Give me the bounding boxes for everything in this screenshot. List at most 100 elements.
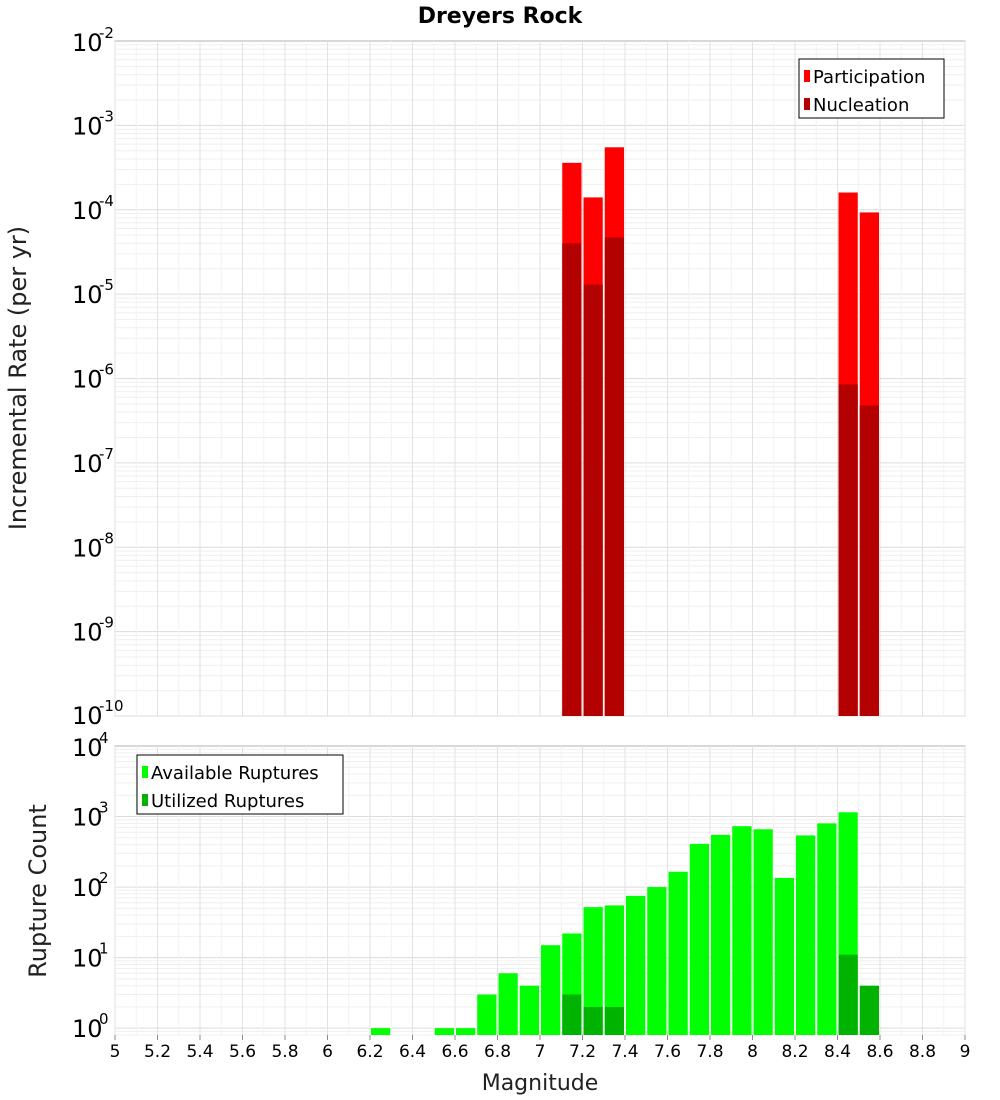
count-bar-utilized-ruptures [859, 985, 879, 1035]
rate-y-tick-label: 10-2 [72, 24, 114, 57]
count-bar-available-ruptures [732, 826, 752, 1035]
rate-bar-nucleation [583, 284, 603, 716]
rate-bar-nucleation [859, 405, 879, 716]
count-x-tick-label: 5.8 [271, 1042, 298, 1062]
rate-y-tick-base: 10 [72, 281, 103, 309]
count-y-tick-label: 102 [72, 869, 109, 902]
count-x-tick-label: 7.2 [569, 1042, 596, 1062]
count-x-tick-label: 5 [110, 1042, 121, 1062]
count-y-tick-base: 10 [72, 734, 103, 762]
rate-y-tick-exp: -10 [99, 697, 124, 715]
rate-legend-swatch [804, 70, 810, 82]
count-y-tick-exp: 4 [99, 729, 109, 747]
count-legend-label: Available Ruptures [151, 763, 319, 784]
rate-bars [562, 147, 879, 717]
count-bar-available-ruptures [774, 877, 794, 1035]
count-x-ticks: 5 5.2 5.4 5.6 5.8 6 6.2 6.4 6.6 6.8 7 7.2 7.4 7.6 7.8 8… [110, 1035, 971, 1062]
count-bar-available-ruptures [753, 829, 773, 1035]
count-bar-available-ruptures [456, 1028, 476, 1035]
x-axis-label: Magnitude [482, 1071, 599, 1096]
count-y-tick-label: 100 [72, 1010, 109, 1043]
count-y-tick-exp: 3 [99, 799, 109, 817]
count-legend-label: Utilized Ruptures [151, 791, 304, 812]
count-bars [371, 812, 879, 1035]
rate-bar-nucleation [562, 243, 582, 717]
rate-y-tick-exp: -8 [99, 529, 114, 547]
rate-y-tick-base: 10 [72, 366, 103, 394]
rate-y-ticks: 10-210-310-410-510-610-710-810-910-10 [72, 24, 124, 730]
rate-y-tick-label: 10-8 [72, 529, 114, 562]
rate-y-tick-exp: -5 [99, 276, 114, 294]
count-x-tick-label: 7.4 [611, 1042, 638, 1062]
chart-title: Dreyers Rock [418, 4, 584, 29]
count-y-tick-exp: 2 [99, 869, 109, 887]
rate-legend-box [798, 58, 945, 119]
count-x-tick-label: 6.8 [484, 1042, 511, 1062]
count-bar-available-ruptures [371, 1028, 391, 1035]
count-bar-available-ruptures [604, 905, 624, 1035]
count-legend: Available Ruptures Utilized Ruptures [136, 754, 344, 815]
count-x-tick-label: 6.2 [356, 1042, 383, 1062]
rate-y-tick-exp: -4 [99, 192, 114, 210]
count-bar-available-ruptures [711, 834, 731, 1035]
count-x-tick-label: 5.2 [144, 1042, 171, 1062]
count-y-tick-base: 10 [72, 945, 103, 973]
count-bar-available-ruptures [817, 823, 837, 1035]
rate-y-tick-label: 10-10 [72, 697, 124, 730]
count-bar-available-ruptures [498, 973, 518, 1035]
count-x-tick-label: 9 [960, 1042, 971, 1062]
rate-legend-label: Nucleation [813, 95, 909, 116]
rate-y-tick-base: 10 [72, 534, 103, 562]
count-x-tick-label: 7.6 [654, 1042, 681, 1062]
count-bar-available-ruptures [477, 994, 497, 1035]
rate-legend-swatch [804, 98, 810, 110]
count-y-axis-label: Rupture Count [24, 804, 52, 978]
count-x-tick-label: 7.8 [696, 1042, 723, 1062]
count-y-tick-base: 10 [72, 1015, 103, 1043]
rate-legend: Participation Nucleation [798, 58, 945, 119]
count-x-tick-label: 8 [747, 1042, 758, 1062]
count-x-tick-label: 6.4 [399, 1042, 426, 1062]
count-y-tick-exp: 1 [99, 940, 109, 958]
count-y-tick-base: 10 [72, 874, 103, 902]
count-y-tick-label: 101 [72, 940, 109, 973]
count-bar-available-ruptures [519, 985, 539, 1035]
rate-y-tick-label: 10-4 [72, 192, 114, 225]
count-bar-available-ruptures [434, 1028, 454, 1035]
count-bar-utilized-ruptures [604, 1006, 624, 1035]
rate-y-tick-label: 10-3 [72, 107, 114, 140]
count-bar-utilized-ruptures [583, 1006, 603, 1035]
count-bar-utilized-ruptures [562, 994, 582, 1035]
rate-y-tick-base: 10 [72, 29, 103, 57]
count-x-tick-label: 8.6 [866, 1042, 893, 1062]
rate-bar-nucleation [604, 237, 624, 716]
count-legend-swatch [142, 794, 148, 806]
count-bar-available-ruptures [647, 887, 667, 1035]
rate-y-tick-base: 10 [72, 197, 103, 225]
rate-y-tick-label: 10-5 [72, 276, 114, 309]
count-bar-available-ruptures [583, 907, 603, 1035]
count-bar-available-ruptures [668, 871, 688, 1035]
rate-y-tick-exp: -3 [99, 107, 114, 125]
rate-bar-nucleation [838, 384, 858, 716]
rate-y-axis-label: Incremental Rate (per yr) [4, 226, 32, 530]
count-x-tick-label: 8.8 [909, 1042, 936, 1062]
count-x-tick-label: 8.4 [824, 1042, 851, 1062]
count-y-tick-label: 103 [72, 799, 109, 832]
count-y-tick-label: 104 [72, 729, 109, 762]
rate-y-tick-exp: -2 [99, 24, 114, 42]
count-y-tick-base: 10 [72, 804, 103, 832]
count-x-tick-label: 8.2 [781, 1042, 808, 1062]
count-x-tick-label: 6 [322, 1042, 333, 1062]
rate-y-tick-label: 10-6 [72, 361, 114, 394]
rate-y-tick-base: 10 [72, 112, 103, 140]
rate-y-tick-label: 10-7 [72, 445, 114, 478]
rate-y-tick-label: 10-9 [72, 614, 114, 647]
count-x-tick-label: 5.4 [186, 1042, 213, 1062]
rate-grid [114, 41, 966, 717]
count-legend-box [136, 754, 344, 815]
rate-y-tick-base: 10 [72, 702, 103, 730]
rate-legend-label: Participation [813, 67, 925, 88]
